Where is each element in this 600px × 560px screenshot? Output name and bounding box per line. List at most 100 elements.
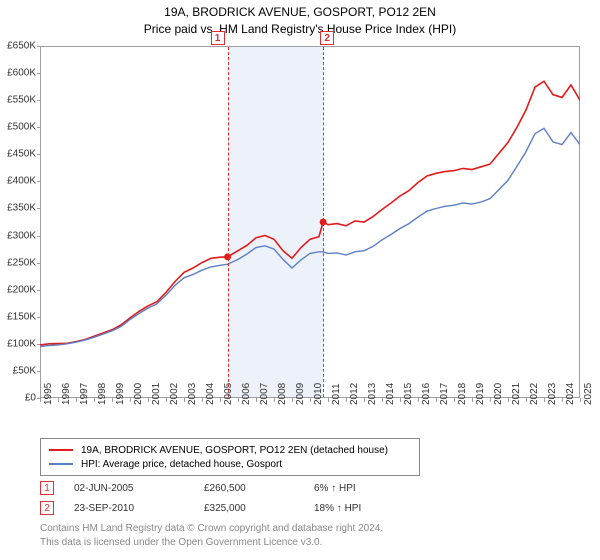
legend-item-hpi: HPI: Average price, detached house, Gosp… — [49, 457, 411, 471]
x-axis-label: 2007 — [259, 383, 270, 405]
y-axis-label: £400K — [7, 176, 36, 187]
event-date-1: 02-JUN-2005 — [74, 483, 204, 494]
event-marker-1: 1 — [40, 481, 54, 495]
x-axis-tick — [472, 398, 473, 402]
x-axis-tick — [454, 398, 455, 402]
event-price-2: £325,000 — [204, 503, 314, 514]
legend-swatch-hpi — [49, 463, 73, 465]
y-axis-tick — [37, 100, 40, 101]
y-axis-label: £350K — [7, 203, 36, 214]
legend-label-property: 19A, BRODRICK AVENUE, GOSPORT, PO12 2EN … — [81, 445, 388, 456]
x-axis-tick — [40, 398, 41, 402]
events-table: 1 02-JUN-2005 £260,500 6% ↑ HPI 2 23-SEP… — [40, 478, 361, 518]
y-axis-label: £600K — [7, 68, 36, 79]
event-vline — [323, 47, 324, 397]
x-axis-tick — [346, 398, 347, 402]
event-row-2: 2 23-SEP-2010 £325,000 18% ↑ HPI — [40, 498, 361, 518]
y-axis-tick — [37, 371, 40, 372]
x-axis-tick — [112, 398, 113, 402]
legend-label-hpi: HPI: Average price, detached house, Gosp… — [81, 459, 282, 470]
x-axis-tick — [382, 398, 383, 402]
series-property — [40, 81, 580, 345]
y-axis-tick — [37, 317, 40, 318]
x-axis-tick — [220, 398, 221, 402]
x-axis-tick — [418, 398, 419, 402]
x-axis-label: 2012 — [349, 383, 360, 405]
footer-line1: Contains HM Land Registry data © Crown c… — [40, 522, 383, 536]
x-axis-label: 1999 — [115, 383, 126, 405]
x-axis-tick — [400, 398, 401, 402]
footer-line2: This data is licensed under the Open Gov… — [40, 536, 383, 550]
x-axis-label: 2019 — [475, 383, 486, 405]
y-axis-tick — [37, 208, 40, 209]
event-marker-top: 2 — [320, 31, 334, 45]
x-axis-label: 2010 — [313, 383, 324, 405]
x-axis-tick — [58, 398, 59, 402]
x-axis-tick — [562, 398, 563, 402]
y-axis-label: £100K — [7, 338, 36, 349]
y-axis-tick — [37, 263, 40, 264]
x-axis-label: 2022 — [529, 383, 540, 405]
y-axis-tick — [37, 127, 40, 128]
x-axis-tick — [544, 398, 545, 402]
x-axis-label: 2008 — [277, 383, 288, 405]
event-row-1: 1 02-JUN-2005 £260,500 6% ↑ HPI — [40, 478, 361, 498]
x-axis-label: 2025 — [583, 383, 594, 405]
x-axis-tick — [76, 398, 77, 402]
x-axis-tick — [310, 398, 311, 402]
y-axis-label: £300K — [7, 230, 36, 241]
y-axis-tick — [37, 154, 40, 155]
x-axis-label: 2016 — [421, 383, 432, 405]
x-axis-label: 2011 — [331, 383, 342, 405]
x-axis-tick — [238, 398, 239, 402]
x-axis-label: 2017 — [439, 383, 450, 405]
event-marker-top: 1 — [211, 31, 225, 45]
x-axis-label: 2009 — [295, 383, 306, 405]
y-axis-tick — [37, 46, 40, 47]
x-axis-label: 1996 — [61, 383, 72, 405]
y-axis-label: £500K — [7, 122, 36, 133]
y-axis-label: £650K — [7, 41, 36, 52]
legend-item-property: 19A, BRODRICK AVENUE, GOSPORT, PO12 2EN … — [49, 443, 411, 457]
y-axis-label: £450K — [7, 149, 36, 160]
x-axis-label: 2015 — [403, 383, 414, 405]
chart-title: 19A, BRODRICK AVENUE, GOSPORT, PO12 2EN … — [0, 4, 600, 38]
y-axis-tick — [37, 73, 40, 74]
x-axis-tick — [490, 398, 491, 402]
y-axis-tick — [37, 181, 40, 182]
x-axis-tick — [526, 398, 527, 402]
x-axis-label: 2001 — [151, 383, 162, 405]
x-axis-label: 2023 — [547, 383, 558, 405]
legend: 19A, BRODRICK AVENUE, GOSPORT, PO12 2EN … — [40, 438, 420, 476]
x-axis-tick — [166, 398, 167, 402]
x-axis-label: 2014 — [385, 383, 396, 405]
y-axis-label: £50K — [13, 365, 36, 376]
event-vline — [228, 47, 229, 397]
x-axis-label: 1995 — [43, 383, 54, 405]
chart-plot-area: 12 — [40, 46, 580, 398]
x-axis-tick — [274, 398, 275, 402]
x-axis-tick — [94, 398, 95, 402]
legend-swatch-property — [49, 449, 73, 451]
x-axis-tick — [292, 398, 293, 402]
x-axis-label: 1998 — [97, 383, 108, 405]
y-axis-label: £250K — [7, 257, 36, 268]
x-axis-tick — [256, 398, 257, 402]
x-axis-tick — [148, 398, 149, 402]
y-axis-label: £550K — [7, 95, 36, 106]
x-axis-label: 2018 — [457, 383, 468, 405]
event-date-2: 23-SEP-2010 — [74, 503, 204, 514]
x-axis-tick — [130, 398, 131, 402]
y-axis-label: £200K — [7, 284, 36, 295]
y-axis-label: £150K — [7, 311, 36, 322]
event-price-1: £260,500 — [204, 483, 314, 494]
line-chart-svg — [40, 46, 580, 398]
x-axis-label: 2003 — [187, 383, 198, 405]
x-axis-label: 2006 — [241, 383, 252, 405]
event-pct-1: 6% ↑ HPI — [314, 483, 356, 494]
y-axis-tick — [37, 344, 40, 345]
footer-attribution: Contains HM Land Registry data © Crown c… — [40, 522, 383, 549]
x-axis-label: 2013 — [367, 383, 378, 405]
x-axis-tick — [580, 398, 581, 402]
title-line2: Price paid vs. HM Land Registry's House … — [0, 21, 600, 38]
